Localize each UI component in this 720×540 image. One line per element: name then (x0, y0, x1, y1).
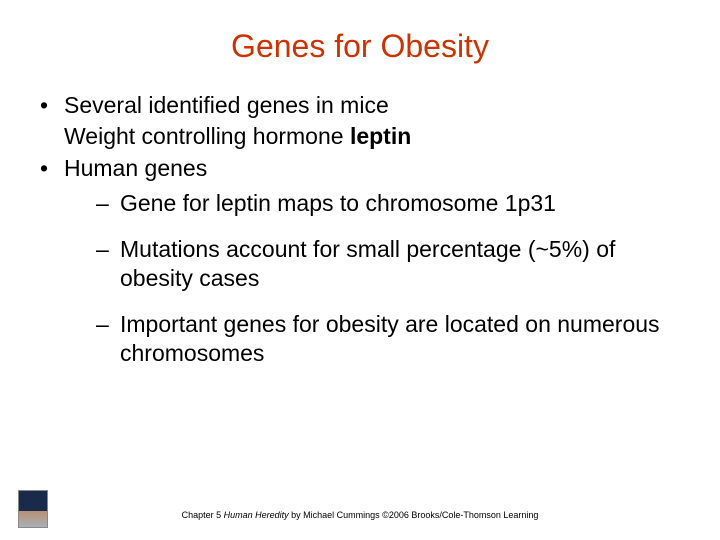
footer-italic: Human Heredity (224, 510, 289, 520)
bullet-list-level2: Gene for leptin maps to chromosome 1p31 … (64, 189, 684, 368)
sub-bullet-item: Mutations account for small percentage (… (94, 235, 684, 294)
sub-bullet-item: Important genes for obesity are located … (94, 310, 684, 369)
sub-bullet-item: Gene for leptin maps to chromosome 1p31 (94, 189, 684, 218)
slide-title: Genes for Obesity (36, 28, 684, 65)
bullet-list-level1: Human genes Gene for leptin maps to chro… (36, 154, 684, 369)
text: Human genes (64, 155, 207, 181)
slide-body: Several identified genes in mice Weight … (36, 91, 684, 369)
footer-pre: Chapter 5 (182, 510, 224, 520)
bullet-item: Several identified genes in mice (36, 91, 684, 120)
bullet-list-level1: Several identified genes in mice (36, 91, 684, 120)
slide: Genes for Obesity Several identified gen… (0, 0, 720, 540)
book-thumbnail-icon (18, 490, 48, 528)
footer-citation: Chapter 5 Human Heredity by Michael Cumm… (0, 510, 720, 520)
text-bold: leptin (350, 123, 411, 149)
bullet-item: Human genes Gene for leptin maps to chro… (36, 154, 684, 369)
bullet-continuation: Weight controlling hormone leptin (36, 122, 684, 151)
footer-post: by Michael Cummings ©2006 Brooks/Cole-Th… (289, 510, 539, 520)
text: Weight controlling hormone (64, 123, 350, 149)
